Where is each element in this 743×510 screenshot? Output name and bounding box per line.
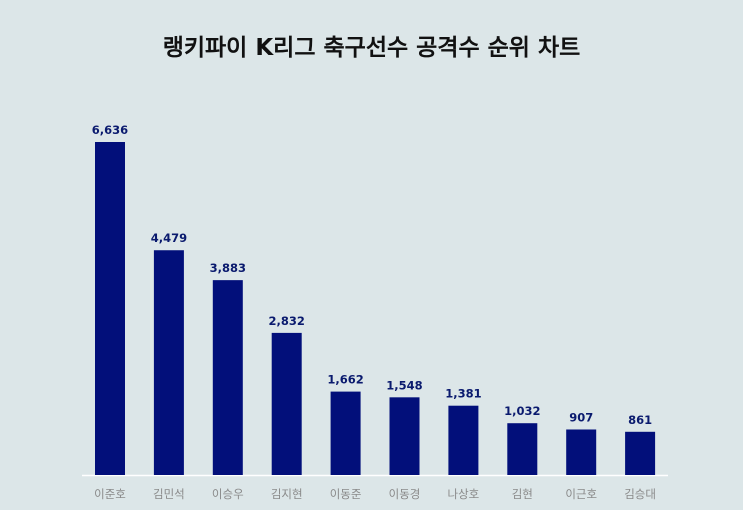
bar-value-label: 1,662 [327, 373, 363, 387]
bar-value-label: 2,832 [269, 314, 305, 328]
x-tick-label: 이동경 [389, 487, 421, 501]
bar-value-label: 3,883 [210, 261, 246, 275]
bar-value-label: 1,381 [445, 387, 481, 401]
bar [95, 142, 125, 475]
x-tick-label: 이승우 [212, 487, 244, 501]
x-tick-label: 이준호 [94, 487, 126, 501]
bar [625, 431, 656, 475]
bar-value-label: 6,636 [92, 123, 128, 137]
bar-value-label: 1,032 [504, 404, 540, 418]
bar [566, 429, 597, 475]
x-tick-label: 이동준 [330, 487, 362, 501]
bar-value-label: 907 [569, 410, 593, 424]
bar [389, 397, 420, 475]
x-tick-label: 김현 [512, 487, 533, 501]
bar-value-label: 4,479 [151, 231, 187, 245]
bar [507, 423, 538, 475]
bar [448, 405, 479, 475]
x-tick-label: 나상호 [448, 487, 480, 501]
bar-value-label: 861 [628, 413, 652, 427]
bar [153, 250, 184, 475]
chart-title: 랭키파이 K리그 축구선수 공격수 순위 차트 [162, 35, 581, 61]
bar [212, 280, 243, 475]
bar-value-label: 1,548 [386, 378, 422, 392]
x-tick-label: 김지현 [271, 487, 303, 501]
x-tick-label: 김승대 [624, 487, 656, 501]
bar [271, 332, 302, 475]
x-tick-label: 김민석 [153, 487, 185, 501]
x-tick-label: 이근호 [565, 487, 597, 501]
bar [330, 391, 361, 475]
